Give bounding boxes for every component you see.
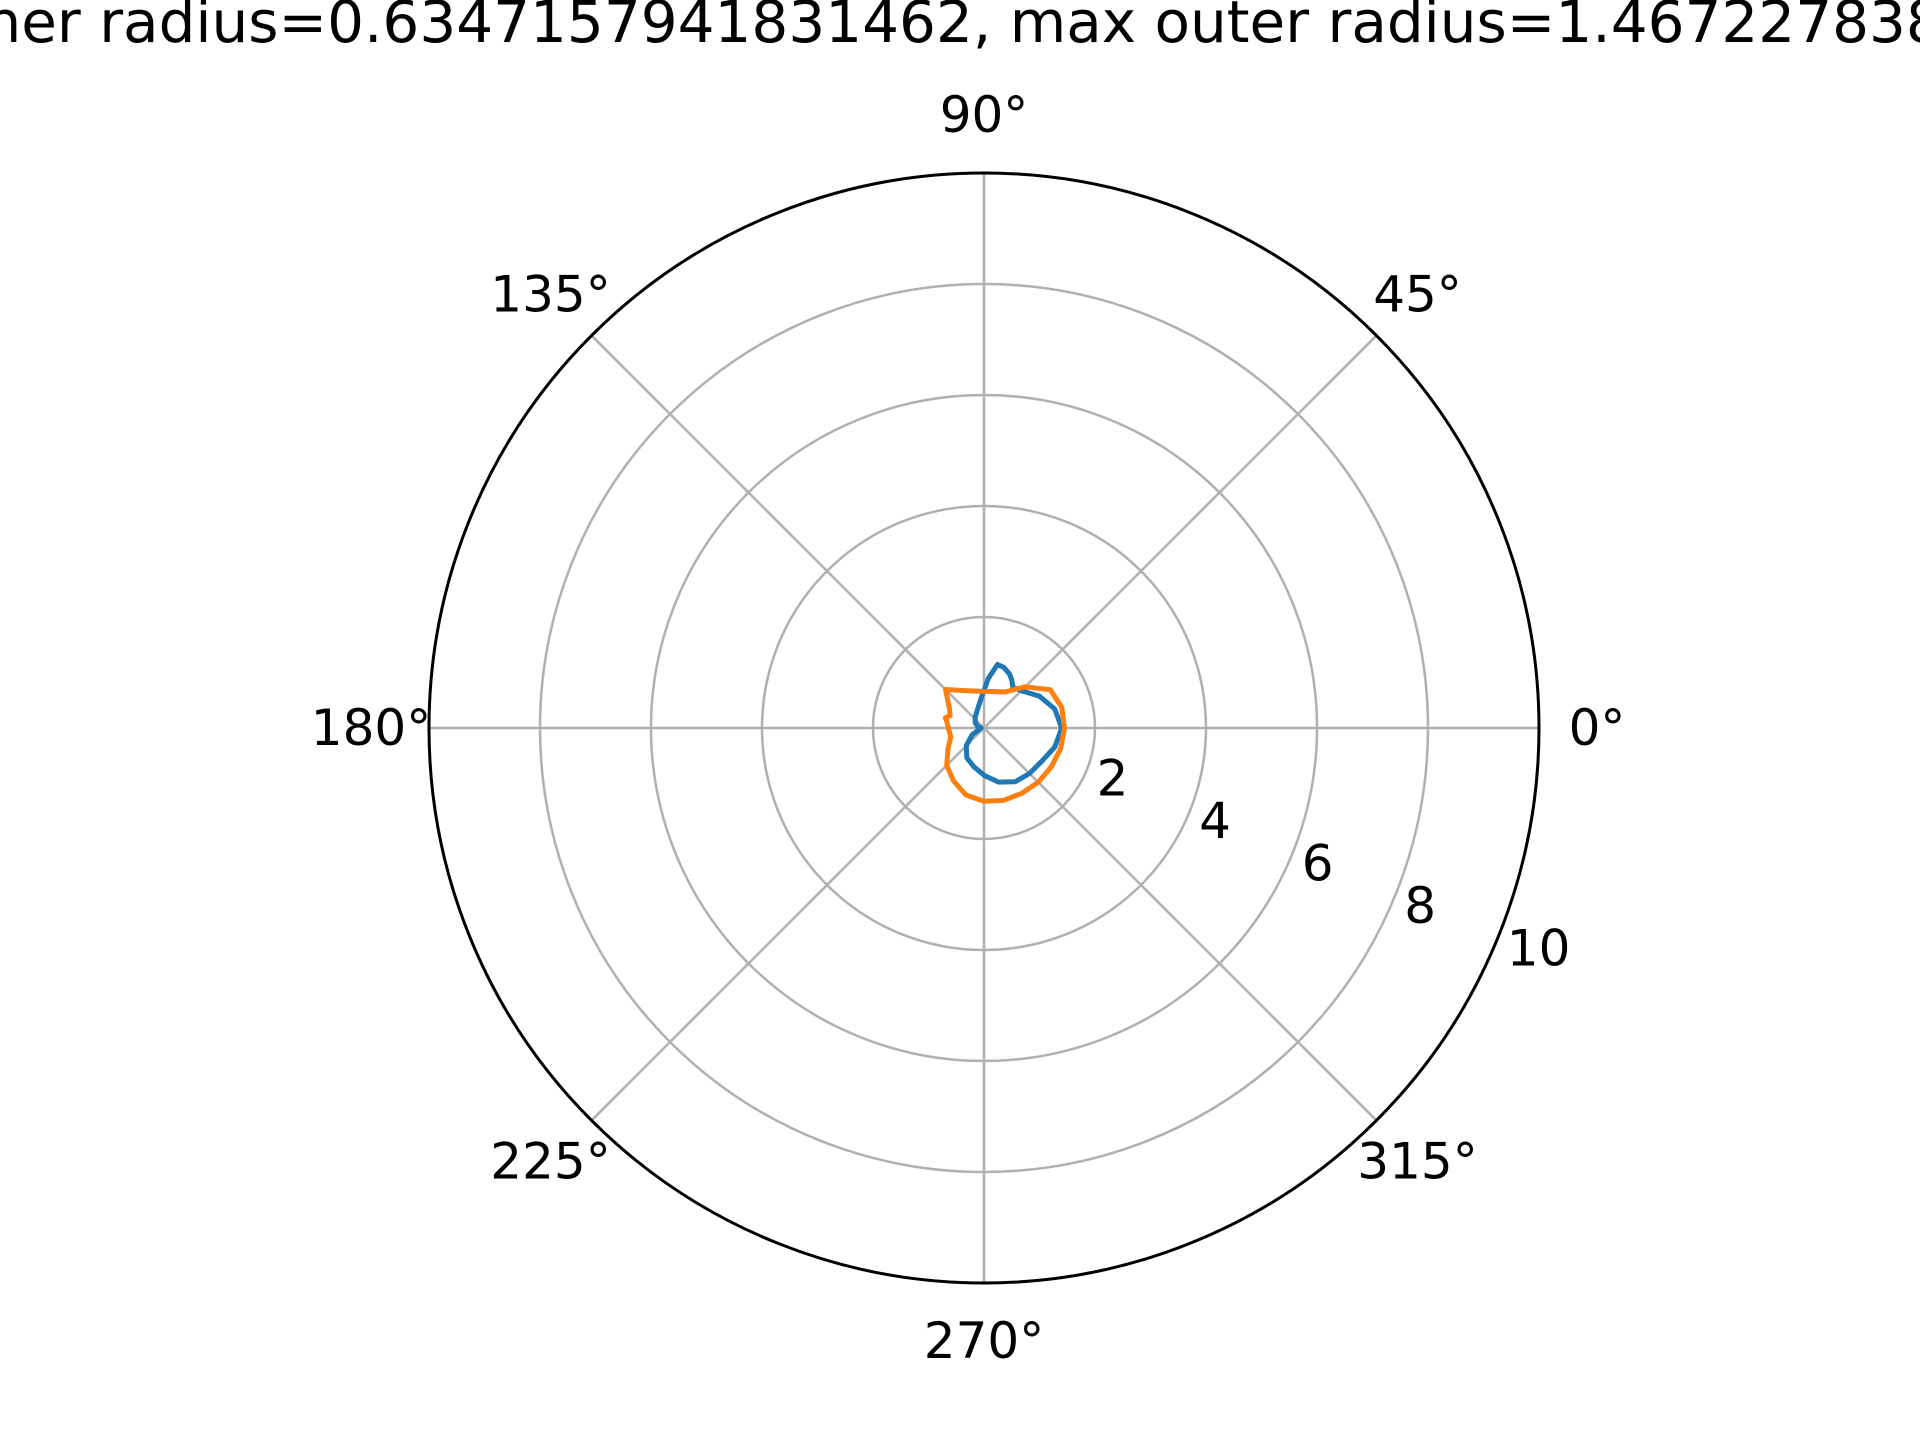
r-tick-label-4: 4 bbox=[1199, 792, 1231, 850]
r-tick-labels: 2 4 6 8 10 bbox=[1097, 750, 1571, 978]
theta-tick-label-0: 0° bbox=[1569, 699, 1626, 757]
theta-tick-label-135: 135° bbox=[490, 266, 610, 324]
theta-gridline-315 bbox=[983, 727, 1378, 1122]
chart-title: min inner radius=0.6347157941831462, max… bbox=[0, 0, 1920, 56]
r-tick-label-2: 2 bbox=[1097, 750, 1129, 808]
theta-gridline-135 bbox=[590, 334, 985, 729]
r-gridline-8 bbox=[538, 282, 1430, 1174]
r-gridline-6 bbox=[649, 393, 1319, 1063]
r-tick-label-10: 10 bbox=[1507, 919, 1571, 977]
polar-grid bbox=[427, 171, 1541, 1285]
theta-gridline-225 bbox=[590, 727, 985, 1122]
theta-tick-labels: 0° 45° 90° 135° 180° 225° 270° 315° bbox=[311, 86, 1626, 1370]
series-line-2 bbox=[942, 684, 1067, 804]
r-gridline-4 bbox=[760, 504, 1208, 952]
r-tick-label-8: 8 bbox=[1404, 877, 1436, 935]
series-layer bbox=[942, 662, 1067, 804]
r-gridline-2 bbox=[871, 615, 1097, 841]
theta-tick-label-180: 180° bbox=[311, 699, 431, 757]
theta-tick-label-315: 315° bbox=[1357, 1133, 1477, 1191]
series-line-1 bbox=[963, 662, 1065, 785]
theta-tick-label-90: 90° bbox=[940, 86, 1029, 144]
theta-tick-label-225: 225° bbox=[490, 1133, 610, 1191]
theta-gridline-45 bbox=[983, 334, 1378, 729]
polar-frame bbox=[427, 171, 1541, 1285]
theta-tick-label-270: 270° bbox=[924, 1312, 1044, 1370]
r-tick-label-6: 6 bbox=[1302, 834, 1334, 892]
theta-tick-label-45: 45° bbox=[1373, 266, 1462, 324]
